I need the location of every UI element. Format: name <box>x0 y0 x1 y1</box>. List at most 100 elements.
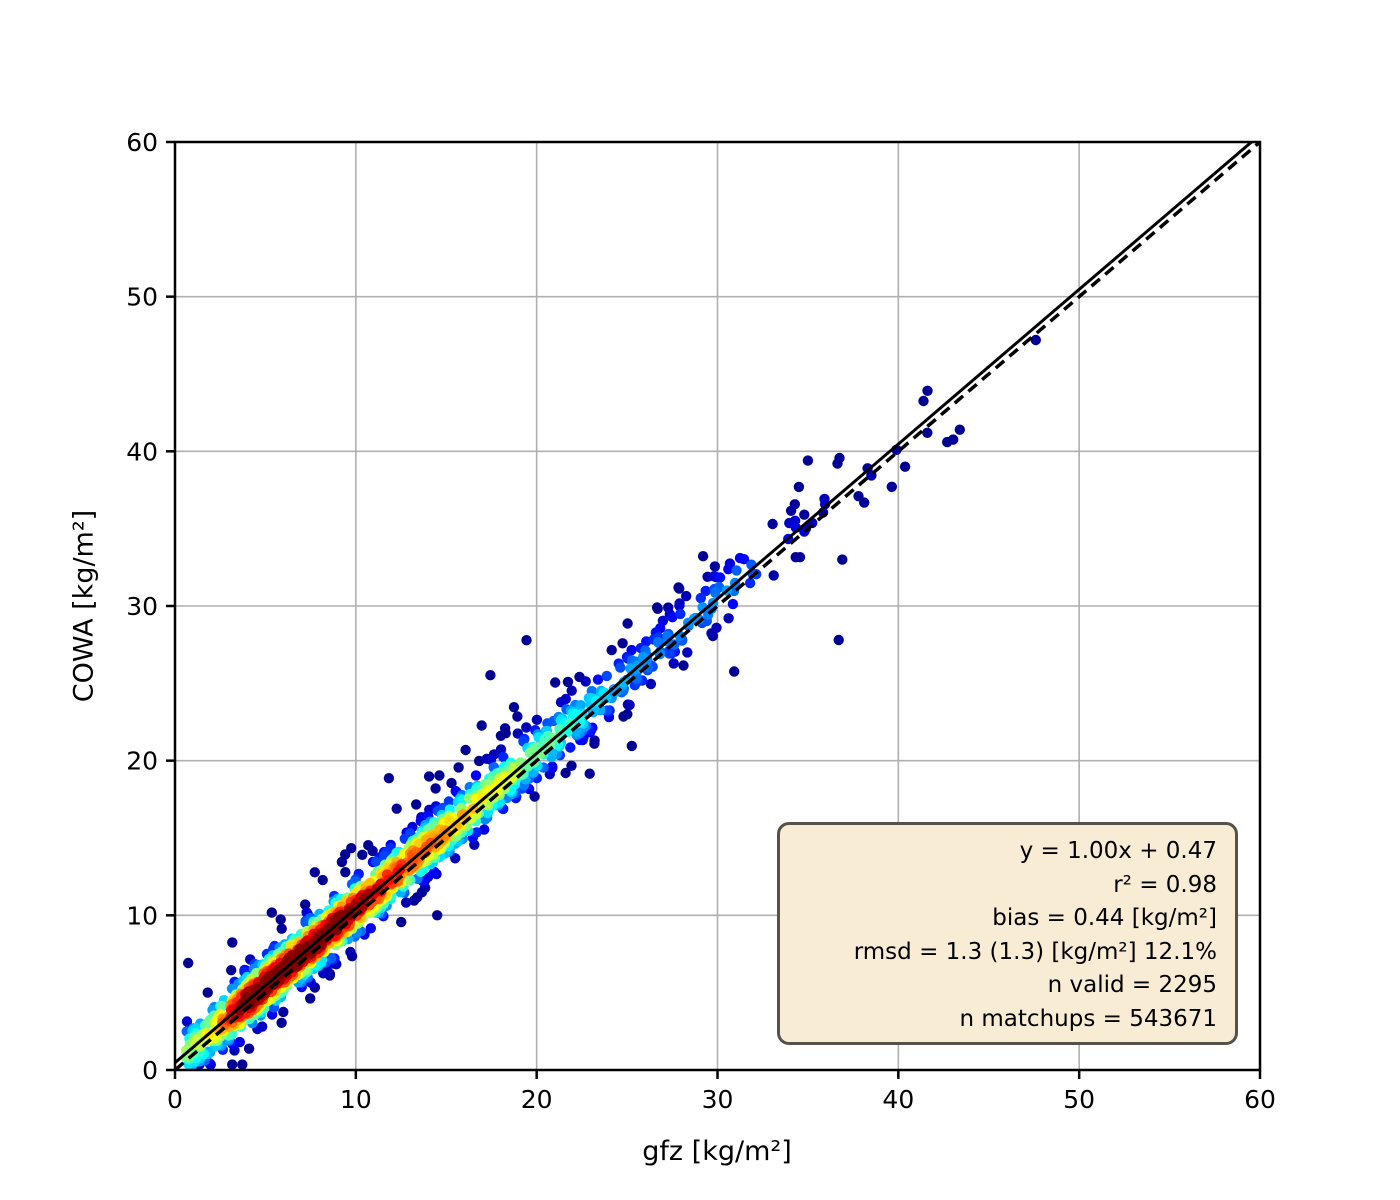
y-tick-label: 10 <box>126 901 158 930</box>
scatter-point <box>618 711 629 722</box>
scatter-point <box>1030 334 1042 346</box>
scatter-point <box>723 564 734 575</box>
scatter-point <box>226 965 237 976</box>
scatter-point <box>922 427 933 438</box>
scatter-point <box>942 436 953 448</box>
scatter-point <box>444 815 455 826</box>
scatter-point <box>531 714 543 725</box>
scatter-point <box>674 600 685 611</box>
x-tick-label: 60 <box>1244 1085 1276 1114</box>
scatter-point <box>529 791 540 802</box>
y-tick-label: 30 <box>126 592 158 621</box>
scatter-point <box>453 762 464 773</box>
scatter-point <box>183 957 194 969</box>
scatter-point <box>668 658 679 669</box>
y-axis-label: COWA [kg/m²] <box>68 509 100 703</box>
scatter-point <box>617 638 628 649</box>
scatter-point <box>180 1045 192 1056</box>
scatter-point <box>521 635 532 646</box>
x-tick-label: 40 <box>882 1085 914 1114</box>
scatter-point <box>460 744 471 756</box>
scatter-point <box>227 937 238 948</box>
scatter-point <box>663 648 675 659</box>
scatter-point <box>470 770 482 781</box>
scatter-point <box>344 905 355 917</box>
x-tick-label: 20 <box>521 1085 553 1114</box>
scatter-point <box>681 590 692 602</box>
x-tick-label: 50 <box>1063 1085 1095 1114</box>
scatter-point <box>622 699 634 710</box>
stats-fit-equation: y = 1.00x + 0.47 <box>1019 838 1217 864</box>
scatter-point <box>243 1043 255 1054</box>
x-tick-label: 30 <box>702 1085 734 1114</box>
scatter-point <box>714 572 726 583</box>
scatter-point <box>227 1059 238 1070</box>
stats-n-valid: n valid = 2295 <box>1047 972 1217 998</box>
x-axis-label: gfz [kg/m²] <box>642 1136 792 1167</box>
scatter-point <box>709 561 721 572</box>
scatter-point <box>498 751 509 763</box>
y-tick-label: 50 <box>126 283 158 312</box>
scatter-point <box>560 767 571 779</box>
scatter-point <box>423 771 435 782</box>
scatter-point <box>738 554 750 565</box>
stats-rmsd: rmsd = 1.3 (1.3) [kg/m²] 12.1% <box>853 938 1217 965</box>
scatter-point <box>711 622 722 633</box>
scatter-point <box>326 952 337 964</box>
scatter-point <box>793 481 805 493</box>
scatter-point <box>411 799 422 810</box>
scatter-point <box>547 761 558 772</box>
scatter-point <box>744 577 756 589</box>
scatter-point <box>682 647 693 658</box>
scatter-point <box>729 666 740 677</box>
scatter-point <box>476 720 487 731</box>
y-tick-label: 0 <box>142 1056 158 1085</box>
x-tick-label: 0 <box>167 1085 183 1114</box>
scatter-point <box>430 783 441 794</box>
scatter-point <box>495 730 507 741</box>
scatter-point <box>278 1006 289 1018</box>
axis-tick-labels: 00 10 10 20 20 30 30 40 40 50 50 60 60 <box>126 128 1276 1114</box>
scatter-point <box>731 565 742 576</box>
scatter-point <box>918 395 929 407</box>
scatter-point <box>833 634 844 646</box>
scatter-point <box>710 587 721 598</box>
scatter-point <box>555 697 567 708</box>
scatter-point <box>790 552 801 563</box>
scatter-point <box>626 740 637 752</box>
scatter-point <box>695 592 706 604</box>
scatter-point <box>799 509 810 520</box>
stats-bias: bias = 0.44 [kg/m²] <box>992 905 1217 931</box>
fit-line <box>175 142 1254 1064</box>
scatter-point <box>512 711 523 722</box>
scatter-point <box>592 674 604 685</box>
scatter-point <box>345 946 356 958</box>
scatter-point <box>651 602 663 613</box>
scatter-point <box>768 570 779 581</box>
scatter-point <box>408 895 420 906</box>
scatter-point <box>485 670 496 681</box>
scatter-point <box>367 845 378 857</box>
scatter-point <box>340 867 351 878</box>
scatter-point <box>589 735 600 746</box>
scatter-point <box>357 849 368 860</box>
axis-ticks <box>166 140 1262 1079</box>
scatter-point <box>785 505 797 516</box>
scatter-point <box>653 637 664 648</box>
y-tick-label: 20 <box>126 747 158 776</box>
scatter-point <box>181 1016 193 1027</box>
scatter-point <box>954 424 965 435</box>
scatter-point <box>429 866 440 878</box>
scatter-point <box>673 582 684 593</box>
scatter-point <box>276 923 287 934</box>
scatter-point <box>697 551 709 562</box>
scatter-point <box>383 773 395 784</box>
stats-n-matchups: n matchups = 543671 <box>959 1005 1217 1032</box>
scatter-point <box>508 702 520 713</box>
scatter-point <box>300 899 311 910</box>
one-to-one-line <box>175 142 1260 1070</box>
scatter-point <box>276 1017 287 1028</box>
scatter-point <box>309 867 320 878</box>
scatter-point <box>202 987 213 998</box>
